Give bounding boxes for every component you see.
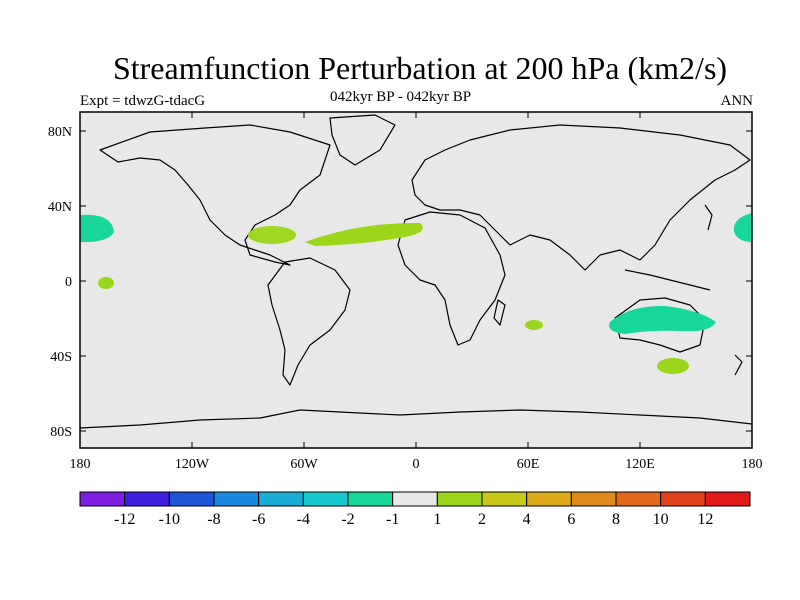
colorbar-swatch: [124, 491, 170, 507]
colorbar-swatch: [660, 491, 706, 507]
colorbar-label: 1: [433, 511, 441, 528]
colorbar-label: -10: [159, 511, 180, 528]
lon-label-180e: 180: [742, 457, 763, 472]
colorbar-swatch: [526, 491, 572, 507]
plot-title: Streamfunction Perturbation at 200 hPa (…: [112, 50, 728, 86]
australia-coast: [614, 297, 706, 353]
greenland-coast: [329, 114, 396, 166]
colorbar-swatch: [213, 491, 260, 507]
colorbar-swatch: [436, 491, 483, 507]
eurasia-coast: [411, 124, 751, 271]
colorbar-swatch: [392, 491, 438, 507]
anomaly-atlantic-west: [248, 226, 296, 244]
colorbar-label: 12: [697, 511, 713, 528]
lon-label-120w: 120W: [175, 457, 210, 472]
new-zealand-coast: [734, 354, 743, 376]
colorbar-swatch: [570, 491, 617, 507]
north-america-coast: [99, 124, 331, 266]
lon-label-180w: 180: [70, 457, 91, 472]
colorbar-swatch: [704, 491, 751, 507]
lat-label-40n: 40N: [48, 200, 72, 215]
anomaly-indian-ocean: [525, 320, 543, 330]
japan-coast: [704, 204, 713, 231]
colorbar-label: -2: [341, 511, 354, 528]
africa-coast: [397, 211, 506, 346]
coastlines: [79, 114, 753, 429]
colorbar-label: 6: [567, 511, 575, 528]
lat-label-80s: 80S: [50, 425, 72, 440]
colorbar-label: 10: [653, 511, 669, 528]
colorbar-label: -6: [252, 511, 265, 528]
anomaly-pacific-east-small: [98, 277, 114, 289]
colorbar-swatch: [615, 491, 662, 507]
colorbar-swatch: [168, 491, 215, 507]
anomaly-australia: [609, 305, 716, 334]
colorbar-swatch: [79, 491, 126, 507]
anomaly-pacific-east: [733, 213, 752, 242]
season-label: ANN: [720, 93, 754, 109]
colorbar-label: -4: [297, 511, 310, 528]
lon-label-0: 0: [413, 457, 420, 472]
lon-label-60e: 60E: [517, 457, 540, 472]
lat-axis: [80, 130, 752, 432]
lon-label-60w: 60W: [290, 457, 318, 472]
experiment-label: Expt = tdwzG-tdacG: [80, 93, 206, 109]
colorbar-label: -8: [207, 511, 220, 528]
colorbar: -12 -10 -8 -6 -4 -2 -1 1 2 4 6 8 10 12: [79, 491, 751, 528]
map-background: [80, 112, 752, 448]
colorbar-swatch: [258, 491, 304, 507]
colorbar-swatch: [302, 491, 349, 507]
colorbar-label: -12: [114, 511, 135, 528]
anomaly-atlantic-band: [305, 222, 423, 246]
madagascar-coast: [493, 299, 506, 326]
lon-label-120e: 120E: [625, 457, 655, 472]
colorbar-swatch: [481, 491, 528, 507]
colorbar-label: -1: [386, 511, 399, 528]
anomaly-pacific-west: [80, 214, 114, 243]
lat-label-0: 0: [65, 275, 72, 290]
anomaly-tasman: [657, 358, 689, 374]
period-label: 042kyr BP - 042kyr BP: [330, 89, 472, 105]
colorbar-label: 8: [612, 511, 620, 528]
lat-label-40s: 40S: [50, 350, 72, 365]
anomaly-fills: [80, 213, 752, 374]
lat-label-80n: 80N: [48, 125, 72, 140]
maritime-continent-coast: [624, 269, 711, 291]
colorbar-swatch: [347, 491, 394, 507]
lon-axis: [191, 112, 641, 448]
antarctica-coast: [79, 409, 753, 429]
colorbar-label: 4: [523, 511, 531, 528]
colorbar-label: 2: [478, 511, 486, 528]
south-america-coast: [267, 257, 351, 386]
